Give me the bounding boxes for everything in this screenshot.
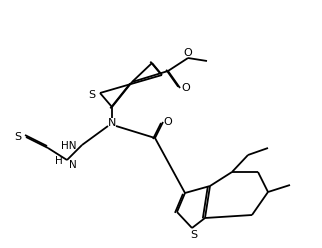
Text: N: N (108, 118, 116, 128)
Text: O: O (182, 83, 190, 93)
Text: H: H (55, 156, 63, 166)
Text: O: O (164, 117, 172, 127)
Text: S: S (88, 90, 95, 100)
Text: O: O (184, 48, 192, 58)
Text: HN: HN (62, 141, 77, 151)
Text: S: S (190, 230, 198, 240)
Text: S: S (14, 132, 21, 142)
Text: N: N (69, 160, 77, 170)
